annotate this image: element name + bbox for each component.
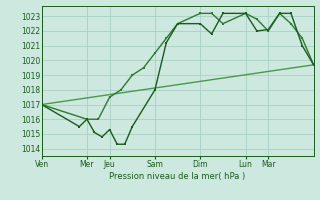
- X-axis label: Pression niveau de la mer( hPa ): Pression niveau de la mer( hPa ): [109, 172, 246, 181]
